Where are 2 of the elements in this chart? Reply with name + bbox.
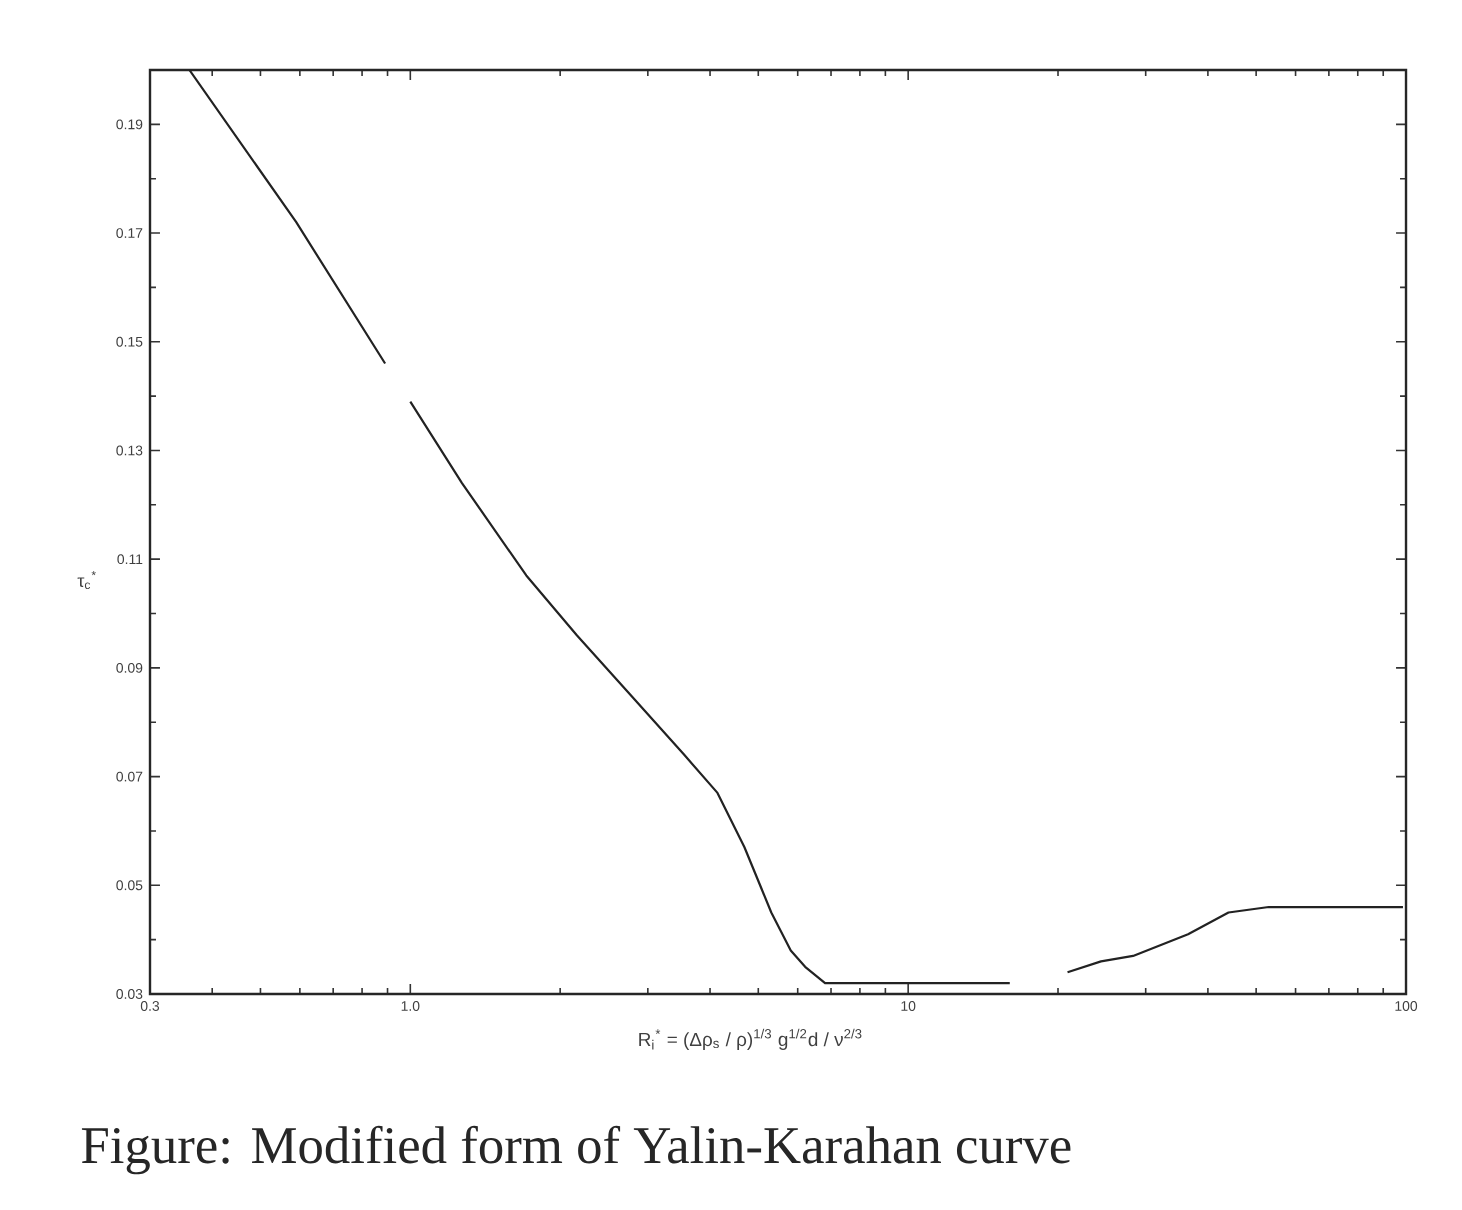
text: Figure: Modified form of Yalin-Karahan curve [81, 1125, 1071, 1175]
text: R$_{i}$$^{*}$ = (Δρ$_{s}$ / ρ)$^{1/3}$ g$^{1/2}$d / ν$^{2/3}$ [639, 1028, 862, 1050]
